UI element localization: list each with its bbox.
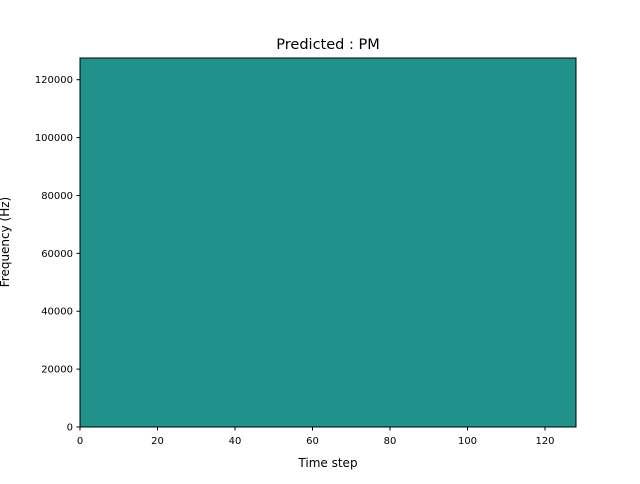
y-tick-label: 120000 <box>35 75 73 86</box>
y-axis-label: Frequency (Hz) <box>0 197 12 288</box>
chart-title: Predicted : PM <box>276 37 379 53</box>
heatmap-background <box>80 58 576 427</box>
x-tick-label: 20 <box>151 436 164 447</box>
y-axis: 0 20000 40000 60000 80000 100000 120000 <box>35 75 80 434</box>
x-tick-label: 40 <box>229 436 242 447</box>
plot-frame <box>79 57 577 428</box>
x-tick-label: 100 <box>458 436 477 447</box>
x-axis: 0 20 40 60 80 100 120 <box>77 427 555 447</box>
x-tick-label: 60 <box>306 436 319 447</box>
y-tick-label: 100000 <box>35 133 73 144</box>
x-axis-label: Time step <box>297 456 357 470</box>
y-tick-label: 20000 <box>41 365 73 376</box>
y-tick-label: 80000 <box>41 191 73 202</box>
y-tick-label: 0 <box>67 423 73 434</box>
x-tick-label: 120 <box>535 436 554 447</box>
plot-area <box>80 58 576 427</box>
x-tick-label: 0 <box>77 436 83 447</box>
x-tick-label: 80 <box>384 436 397 447</box>
y-tick-label: 40000 <box>41 307 73 318</box>
y-tick-label: 60000 <box>41 249 73 260</box>
